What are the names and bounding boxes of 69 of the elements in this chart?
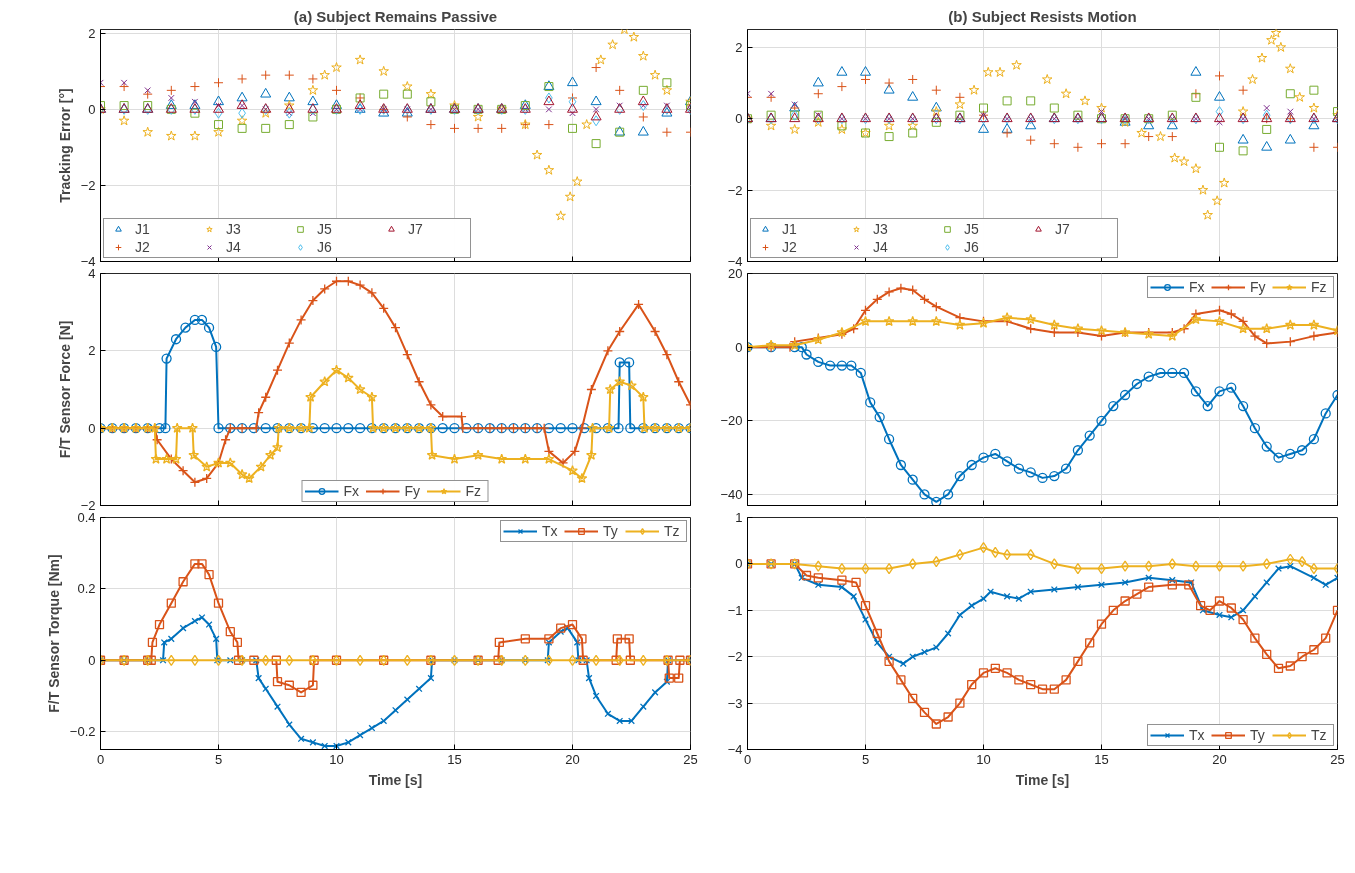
y-tick-label: 0 bbox=[735, 556, 743, 572]
y-tick-label: 4 bbox=[88, 266, 96, 281]
legend-label: J7 bbox=[1055, 221, 1071, 237]
y-tick-label: −3 bbox=[727, 695, 743, 711]
y-tick-label: −20 bbox=[720, 413, 743, 429]
legend-label: Fz bbox=[1311, 279, 1328, 295]
y-tick-label: 0 bbox=[88, 652, 96, 668]
y-tick-label: −2 bbox=[80, 498, 96, 513]
legend-label: J6 bbox=[317, 239, 333, 255]
y-tick-label: −4 bbox=[727, 254, 743, 269]
y-tick-label: 0 bbox=[88, 101, 96, 117]
y-tick-label: 0.4 bbox=[77, 510, 96, 525]
legend-label: J1 bbox=[135, 221, 151, 237]
x-axis-title: Time [s] bbox=[368, 771, 423, 788]
chart-title: (b) Subject Resists Motion bbox=[948, 7, 1137, 25]
legend-label: J5 bbox=[317, 221, 333, 237]
legend-label: Tx bbox=[542, 523, 559, 539]
y-tick-label: 2 bbox=[735, 39, 743, 55]
x-tick-label: 5 bbox=[861, 751, 870, 767]
legend-label: J3 bbox=[873, 221, 889, 237]
y-tick-label: 2 bbox=[88, 25, 96, 41]
x-tick-label: 10 bbox=[976, 751, 991, 767]
legend-label: Tx bbox=[1189, 727, 1206, 743]
y-tick-label: −0.2 bbox=[69, 724, 96, 740]
legend-label: Tz bbox=[664, 523, 681, 539]
y-tick-label: −2 bbox=[727, 182, 743, 198]
legend-label: J2 bbox=[135, 239, 151, 255]
y-tick-label: −2 bbox=[80, 177, 96, 193]
y-axis-title: F/T Sensor Force [N] bbox=[56, 320, 73, 459]
legend-label: Fz bbox=[465, 483, 483, 499]
y-tick-label: −1 bbox=[727, 602, 743, 618]
legend-label: Ty bbox=[603, 523, 619, 539]
y-tick-label: 0.2 bbox=[77, 581, 96, 597]
legend-label: J1 bbox=[782, 221, 798, 237]
x-tick-label: 10 bbox=[329, 751, 344, 767]
legend-label: J5 bbox=[964, 221, 980, 237]
y-tick-label: 0 bbox=[88, 420, 96, 436]
legend-label: Fx bbox=[343, 483, 361, 499]
x-axis-title: Time [s] bbox=[1015, 771, 1070, 788]
legend-label: J7 bbox=[408, 221, 424, 237]
x-tick-label: 15 bbox=[1094, 751, 1109, 767]
y-tick-label: −40 bbox=[720, 486, 743, 502]
legend-label: J4 bbox=[873, 239, 889, 255]
legend-label: J4 bbox=[226, 239, 242, 255]
y-axis-title: Tracking Error [°] bbox=[56, 88, 73, 203]
x-tick-label: 25 bbox=[683, 751, 698, 767]
legend-label: Fy bbox=[404, 483, 422, 499]
y-tick-label: 1 bbox=[735, 510, 743, 525]
x-tick-label: 5 bbox=[214, 751, 223, 767]
legend-label: J2 bbox=[782, 239, 798, 255]
legend-label: Fx bbox=[1189, 279, 1206, 295]
y-tick-label: 20 bbox=[728, 266, 743, 281]
legend-label: J3 bbox=[226, 221, 242, 237]
x-tick-label: 20 bbox=[565, 751, 580, 767]
x-tick-label: 15 bbox=[447, 751, 462, 767]
legend-label: J6 bbox=[964, 239, 980, 255]
x-tick-label: 20 bbox=[1212, 751, 1227, 767]
chart-title: (a) Subject Remains Passive bbox=[293, 7, 498, 25]
y-tick-label: 0 bbox=[735, 111, 743, 127]
x-tick-label: 25 bbox=[1330, 751, 1345, 767]
y-tick-label: 0 bbox=[735, 339, 743, 355]
y-axis-title: F/T Sensor Torque [Nm] bbox=[45, 554, 62, 713]
y-tick-label: −4 bbox=[80, 254, 96, 269]
y-tick-label: −2 bbox=[727, 649, 743, 665]
legend-label: Tz bbox=[1311, 727, 1328, 743]
legend-label: Fy bbox=[1250, 279, 1267, 295]
legend-label: Ty bbox=[1250, 727, 1266, 743]
y-tick-label: 2 bbox=[88, 343, 96, 359]
y-tick-label: −4 bbox=[727, 742, 743, 757]
